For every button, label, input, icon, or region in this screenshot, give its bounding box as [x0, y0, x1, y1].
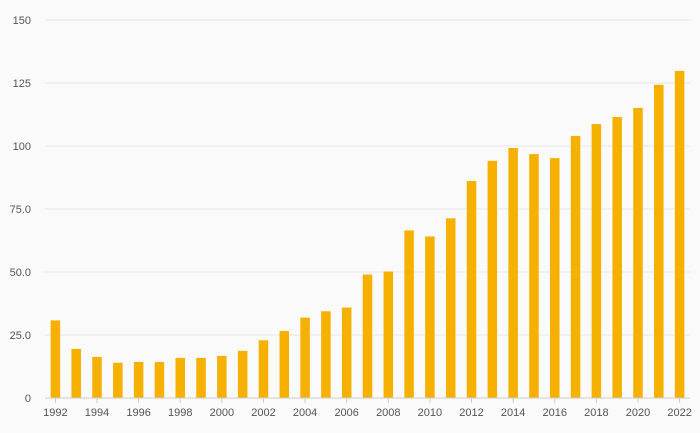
- bar-2021: [654, 84, 664, 398]
- x-tick-label: 2004: [293, 407, 317, 419]
- gridlines: [45, 19, 690, 336]
- bar-2010: [425, 236, 435, 398]
- bar-2022: [674, 70, 685, 399]
- bar-2018: [591, 124, 602, 399]
- x-tick-label: 2012: [459, 407, 483, 419]
- bar-2019: [612, 117, 622, 399]
- x-tick-label: 1998: [168, 407, 192, 419]
- x-tick-label: 2010: [418, 407, 442, 419]
- bar-2006: [341, 307, 352, 398]
- x-tick-label: 1994: [85, 407, 109, 419]
- x-tick-label: 2022: [667, 407, 691, 419]
- x-tick-label: 2008: [376, 407, 400, 419]
- bar-2009: [404, 230, 414, 398]
- bar-1995: [113, 362, 123, 398]
- y-tick-label: 75.0: [10, 204, 31, 216]
- x-tick-label: 2006: [334, 407, 358, 419]
- x-tick-label: 2002: [251, 407, 275, 419]
- x-axis-tick-labels: 1992 1994 1996 1998 2000 2002 2004 2006 2008 2010…: [43, 407, 692, 419]
- y-tick-label: 50.0: [10, 267, 31, 279]
- axes: [45, 397, 690, 403]
- bar-1998: [175, 357, 185, 398]
- bar-2002: [258, 340, 269, 398]
- bar-2013: [487, 160, 498, 398]
- y-tick-label: 125: [13, 78, 31, 90]
- y-tick-label: 25.0: [10, 330, 31, 342]
- bars: [50, 70, 685, 399]
- y-tick-label: 100: [13, 141, 31, 153]
- y-axis-tick-labels: 0 25.0 50.0 75.0 100 125 150: [10, 15, 31, 405]
- bar-1993: [71, 348, 81, 398]
- bar-2008: [383, 271, 394, 398]
- bar-1997: [154, 361, 165, 398]
- bar-2004: [300, 317, 310, 398]
- bar-2007: [362, 274, 373, 398]
- bar-1996: [133, 361, 144, 398]
- bar-2011: [445, 218, 456, 398]
- bar-2015: [529, 154, 539, 398]
- bar-2016: [550, 158, 560, 398]
- x-tick-label: 2016: [543, 407, 567, 419]
- bar-2001: [237, 350, 248, 398]
- bar-2000: [217, 355, 227, 398]
- bar-2012: [466, 181, 477, 398]
- x-tick-label: 2000: [210, 407, 234, 419]
- x-tick-label: 2014: [501, 407, 525, 419]
- bar-2017: [570, 135, 581, 399]
- bar-1994: [92, 356, 102, 398]
- bar-2005: [321, 311, 331, 398]
- x-tick-label: 1992: [43, 407, 67, 419]
- x-tick-label: 2020: [626, 407, 650, 419]
- x-tick-label: 2018: [584, 407, 608, 419]
- bar-2014: [508, 148, 518, 398]
- bar-1992: [50, 320, 61, 398]
- x-tick-label: 1996: [126, 407, 150, 419]
- bar-1999: [196, 357, 206, 398]
- y-tick-label: 150: [13, 15, 31, 27]
- y-tick-label: 0: [25, 393, 31, 405]
- bar-2003: [279, 330, 290, 398]
- bar-2020: [633, 107, 643, 398]
